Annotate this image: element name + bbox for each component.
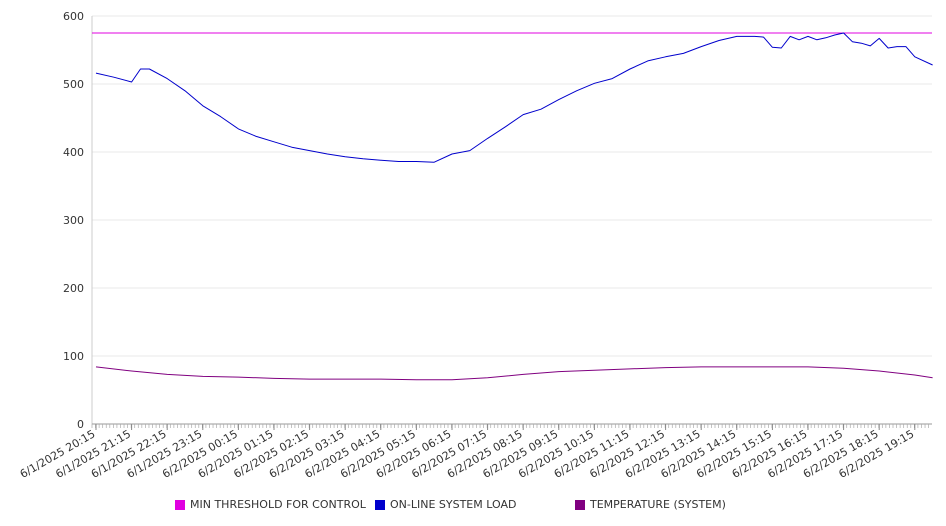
y-tick-label: 400 bbox=[63, 146, 84, 159]
legend-label-system-load: ON-LINE SYSTEM LOAD bbox=[390, 498, 517, 511]
legend-swatch-min-threshold bbox=[175, 499, 185, 510]
y-tick-label: 300 bbox=[63, 214, 84, 227]
series-system-load bbox=[95, 32, 933, 163]
axes bbox=[91, 16, 932, 430]
y-tick-label: 100 bbox=[63, 350, 84, 363]
y-axis-ticks: 0 100 200 300 400 500 600 bbox=[63, 10, 84, 431]
legend-swatch-temperature bbox=[575, 499, 585, 510]
legend-swatch-system-load bbox=[375, 499, 385, 510]
legend-item-system-load: ON-LINE SYSTEM LOAD bbox=[375, 498, 516, 511]
x-axis-ticks: 6/1/2025 20:156/1/2025 21:156/1/2025 22:… bbox=[18, 427, 917, 481]
y-tick-label: 200 bbox=[63, 282, 84, 295]
legend-item-min-threshold: MIN THRESHOLD FOR CONTROL bbox=[175, 498, 366, 511]
series-temperature bbox=[95, 366, 933, 381]
legend-label-temperature: TEMPERATURE (SYSTEM) bbox=[590, 498, 726, 511]
legend: MIN THRESHOLD FOR CONTROL ON-LINE SYSTEM… bbox=[0, 498, 946, 514]
y-tick-label: 500 bbox=[63, 78, 84, 91]
legend-item-temperature: TEMPERATURE (SYSTEM) bbox=[575, 498, 726, 511]
y-tick-label: 0 bbox=[77, 418, 84, 431]
series-lines bbox=[92, 32, 933, 381]
y-tick-label: 600 bbox=[63, 10, 84, 23]
legend-label-min-threshold: MIN THRESHOLD FOR CONTROL bbox=[190, 498, 366, 511]
grid-lines bbox=[92, 15, 932, 357]
